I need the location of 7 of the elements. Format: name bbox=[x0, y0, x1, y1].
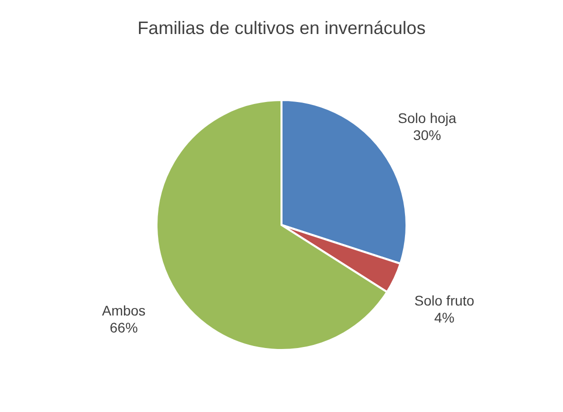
slice-label: Ambos bbox=[102, 302, 146, 319]
chart-title: Familias de cultivos en invernáculos bbox=[137, 18, 426, 38]
data-label: 30% bbox=[413, 127, 442, 144]
slice-label: Solo fruto bbox=[414, 292, 475, 309]
data-label: 4% bbox=[434, 310, 454, 326]
data-label: 66% bbox=[110, 320, 138, 336]
slice-label: Solo hoja bbox=[398, 110, 457, 126]
